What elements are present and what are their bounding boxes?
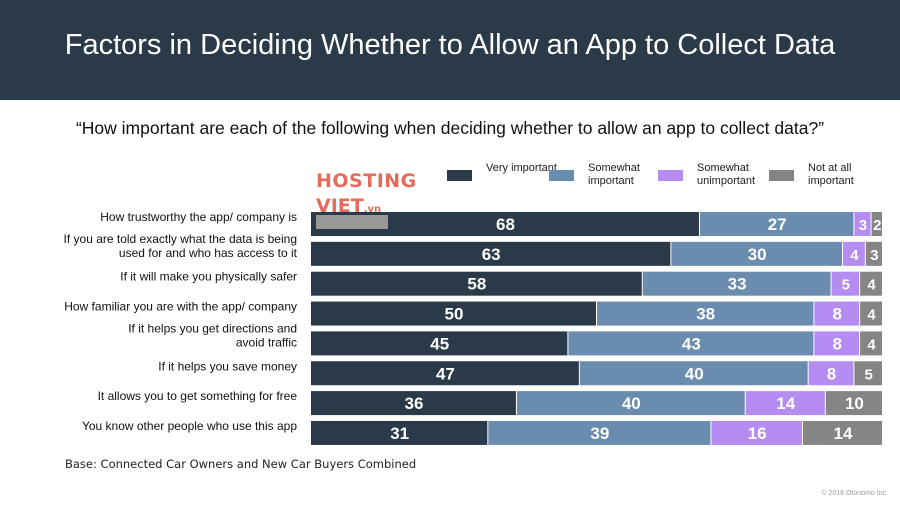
bar-segment-somewhat <box>488 420 711 445</box>
data-label: 50 <box>445 305 464 324</box>
data-label: 8 <box>833 334 842 353</box>
data-label: 27 <box>768 215 787 234</box>
bar-segment-unimportant <box>814 301 860 326</box>
data-label: 4 <box>867 277 876 294</box>
data-label: 39 <box>590 424 609 443</box>
bar-segment-not-at-all <box>860 301 882 326</box>
category-label: If it will make you physically safer <box>120 270 297 284</box>
watermark-line2: VIET.vn <box>316 195 381 217</box>
data-label: 16 <box>748 424 767 443</box>
data-label: 68 <box>496 215 515 234</box>
data-label: 36 <box>404 394 423 413</box>
data-label: 8 <box>827 364 836 383</box>
category-label: If it helps you save money <box>158 359 297 373</box>
bar-segment-very <box>311 271 642 296</box>
category-label: If it helps you get directions and avoid … <box>128 321 297 349</box>
bar-segment-somewhat <box>579 361 808 386</box>
bar-segment-very <box>311 301 596 326</box>
data-label: 4 <box>867 336 876 353</box>
category-label: If you are told exactly what the data is… <box>64 232 298 260</box>
data-label: 10 <box>845 394 864 413</box>
data-label: 5 <box>865 366 873 383</box>
bar-segment-unimportant <box>711 420 802 445</box>
data-label: 33 <box>728 275 747 294</box>
watermark-bar <box>316 215 388 229</box>
data-label: 30 <box>748 245 767 264</box>
bar-segment-very <box>311 331 568 356</box>
bar-segment-not-at-all <box>802 420 882 445</box>
legend-swatch <box>549 170 574 181</box>
bar-segment-unimportant <box>808 361 854 386</box>
bar-segment-not-at-all <box>860 331 882 356</box>
data-label: 43 <box>682 334 701 353</box>
watermark-line1: HOSTING <box>316 170 417 192</box>
bar-segment-somewhat <box>597 301 814 326</box>
bar-segment-very <box>311 391 516 416</box>
bar-segment-unimportant <box>814 331 860 356</box>
watermark-logo: HOSTING VIET.vn <box>316 170 416 230</box>
copyright-text: © 2018 Otonomo Inc. <box>821 490 888 497</box>
data-label: 38 <box>696 305 715 324</box>
bar-segment-very <box>311 241 671 266</box>
data-label: 47 <box>436 364 455 383</box>
bar-segment-very <box>311 361 579 386</box>
data-label: 8 <box>833 305 842 324</box>
data-label: 4 <box>867 307 876 324</box>
legend-label: Not at all important <box>808 162 854 187</box>
data-label: 5 <box>842 277 850 294</box>
data-label: 14 <box>776 394 795 413</box>
bar-segment-very <box>311 420 488 445</box>
category-label: How trustworthy the app/ company is <box>100 210 297 224</box>
bar-segment-somewhat <box>568 331 814 356</box>
legend-swatch <box>769 170 794 181</box>
category-label: It allows you to get something for free <box>98 389 298 403</box>
bar-segment-not-at-all <box>865 241 882 266</box>
bar-segment-somewhat <box>516 391 745 416</box>
watermark-line2-suffix: .vn <box>363 204 382 215</box>
bar-segment-not-at-all <box>860 271 882 296</box>
base-note: Base: Connected Car Owners and New Car B… <box>65 457 417 471</box>
legend-swatch <box>447 170 472 181</box>
bar-segment-somewhat <box>671 241 842 266</box>
bar-segment-not-at-all <box>871 212 882 236</box>
category-label: You know other people who use this app <box>82 419 297 433</box>
bar-segment-somewhat <box>699 212 854 236</box>
legend-swatch <box>658 170 683 181</box>
page-title: Factors in Deciding Whether to Allow an … <box>64 29 836 61</box>
legend-label: Very important <box>486 162 557 174</box>
bar-segment-not-at-all <box>825 391 882 416</box>
chart-subtitle: “How important are each of the following… <box>75 118 825 138</box>
data-label: 45 <box>430 334 449 353</box>
data-label: 63 <box>482 245 501 264</box>
bar-segment-unimportant <box>745 391 825 416</box>
data-label: 2 <box>873 217 881 234</box>
bar-segment-somewhat <box>642 271 831 296</box>
data-label: 14 <box>833 424 852 443</box>
data-label: 3 <box>859 217 867 234</box>
category-label: How familiar you are with the app/ compa… <box>64 300 297 314</box>
watermark-line2-text: VIET <box>316 195 364 217</box>
data-label: 3 <box>870 247 878 264</box>
data-label: 58 <box>467 275 486 294</box>
bar-segment-not-at-all <box>854 361 882 386</box>
bar-segment-unimportant <box>831 271 860 296</box>
legend-label: Somewhat important <box>588 162 640 187</box>
bar-segment-unimportant <box>842 241 865 266</box>
data-label: 40 <box>685 364 704 383</box>
header-bar: Factors in Deciding Whether to Allow an … <box>0 0 900 100</box>
bar-segment-unimportant <box>854 212 871 236</box>
data-label: 40 <box>622 394 641 413</box>
data-label: 4 <box>850 247 859 264</box>
legend-label: Somewhat unimportant <box>697 162 756 187</box>
data-label: 31 <box>390 424 409 443</box>
